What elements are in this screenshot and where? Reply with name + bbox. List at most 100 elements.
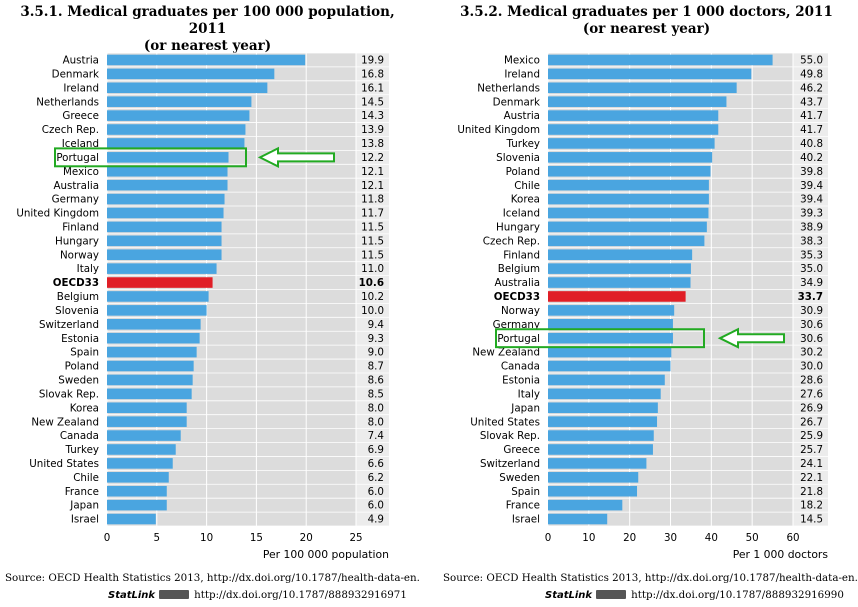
chart-1-bar-9 xyxy=(107,179,228,191)
chart-1-tick-label-2: 10 xyxy=(200,532,213,544)
chart-1-category-label-33: Israel xyxy=(71,514,99,526)
chart-2-bar-14 xyxy=(548,249,693,261)
statlink-url[interactable]: http://dx.doi.org/10.1787/888932916971 xyxy=(194,589,407,601)
chart-1-value-label-7: 12.2 xyxy=(361,152,384,164)
chart-2-category-label-27: Slovak Rep. xyxy=(480,430,540,442)
chart-2-value-label-13: 38.3 xyxy=(800,235,823,247)
chart-2-value-label-26: 26.7 xyxy=(800,416,823,428)
chart-1-title-block: 3.5.1. Medical graduates per 100 000 pop… xyxy=(0,4,415,55)
chart-2-category-label-18: Norway xyxy=(501,305,540,317)
chart-2-bar-21 xyxy=(548,346,672,358)
chart-1-category-label-7: Portugal xyxy=(56,152,99,164)
chart-2-value-label-10: 39.4 xyxy=(800,194,823,206)
chart-1-source: Source: OECD Health Statistics 2013, htt… xyxy=(5,572,420,584)
chart-2-category-label-22: Canada xyxy=(501,361,540,373)
chart-1-tick-label-3: 15 xyxy=(250,532,263,544)
chart-2-category-label-25: Japan xyxy=(510,402,540,414)
chart-2-value-label-14: 35.3 xyxy=(800,249,823,261)
chart-2-statlink[interactable]: StatLink http://dx.doi.org/10.1787/888932… xyxy=(545,589,844,601)
chart-2-value-label-24: 27.6 xyxy=(800,388,823,400)
chart-1-value-label-13: 11.5 xyxy=(361,235,384,247)
chart-1-bar-7 xyxy=(107,152,229,163)
chart-2-category-label-23: Estonia xyxy=(502,375,540,387)
chart-1-category-label-19: Switzerland xyxy=(39,319,99,331)
chart-1-bar-28 xyxy=(107,444,176,455)
chart-1-bar-26 xyxy=(107,416,187,427)
chart-1-highlight-box xyxy=(54,147,247,168)
chart-1-bar-27 xyxy=(107,430,181,441)
chart-2-value-label-7: 40.2 xyxy=(800,152,823,164)
chart-2-category-label-14: Finland xyxy=(503,249,540,261)
chart-2-value-label-16: 34.9 xyxy=(800,277,823,289)
chart-1-bar-32 xyxy=(107,499,167,511)
chart-2-value-label-11: 39.3 xyxy=(800,208,823,220)
chart-1-statlink[interactable]: StatLink http://dx.doi.org/10.1787/888932… xyxy=(108,589,407,601)
chart-2-category-label-11: Iceland xyxy=(503,208,540,220)
chart-1-category-label-17: Belgium xyxy=(57,291,99,303)
chart-1-category-label-0: Austria xyxy=(63,55,99,67)
chart-2-category-label-3: Denmark xyxy=(493,96,540,108)
chart-2-bar-5 xyxy=(548,124,719,135)
chart-1-tick-label-4: 20 xyxy=(300,532,313,544)
chart-2-category-label-28: Greece xyxy=(503,444,540,456)
chart-1-bar-12 xyxy=(107,221,222,233)
chart-1-bar-15 xyxy=(107,263,217,274)
chart-1-svg: Austria 19.9 Denmark 16.8 Ireland 16.1 Netherl… xyxy=(16,52,389,561)
chart-1-value-label-5: 13.9 xyxy=(361,124,384,136)
chart-1-bar-8 xyxy=(107,165,228,177)
chart-2-value-label-21: 30.2 xyxy=(800,347,823,359)
chart-2-bar-30 xyxy=(548,472,639,483)
chart-2-bar-2 xyxy=(548,82,737,94)
chart-1-value-label-0: 19.9 xyxy=(361,55,384,67)
chart-1-bar-11 xyxy=(107,207,224,219)
chart-2-category-label-29: Switzerland xyxy=(480,458,540,470)
chart-2-bar-24 xyxy=(548,388,661,400)
chart-2-category-label-20: Portugal xyxy=(497,333,540,345)
chart-2-bar-18 xyxy=(548,305,675,316)
chart-2-value-label-30: 22.1 xyxy=(800,472,823,484)
chart-2-value-label-17: 33.7 xyxy=(798,291,823,303)
chart-2-category-label-6: Turkey xyxy=(505,138,540,150)
chart-2-category-label-7: Slovenia xyxy=(496,152,540,164)
chart-1-category-label-11: United Kingdom xyxy=(16,208,99,220)
chart-1-category-label-6: Iceland xyxy=(62,138,99,150)
chart-1-value-label-14: 11.5 xyxy=(361,249,384,261)
chart-1-subtitle: (or nearest year) xyxy=(143,38,272,54)
chart-1-value-label-21: 9.0 xyxy=(368,347,384,359)
chart-2-category-label-12: Hungary xyxy=(496,221,540,233)
chart-2-category-label-10: Korea xyxy=(511,194,540,206)
chart-2-value-label-2: 46.2 xyxy=(800,82,823,94)
chart-2-value-label-20: 30.6 xyxy=(800,333,823,345)
chart-2-value-label-4: 41.7 xyxy=(800,110,823,122)
chart-1-value-label-25: 8.0 xyxy=(368,402,384,414)
chart-1-category-label-1: Denmark xyxy=(52,68,99,80)
chart-1-category-label-32: Japan xyxy=(69,500,99,512)
chart-2-bar-6 xyxy=(548,138,715,149)
chart-2-tick-label-2: 20 xyxy=(623,532,636,544)
chart-2-value-label-33: 14.5 xyxy=(800,514,823,526)
chart-2-category-label-9: Chile xyxy=(514,180,540,192)
chart-1-tick-label-1: 5 xyxy=(154,532,161,544)
chart-1-category-label-12: Finland xyxy=(62,221,99,233)
chart-2-bar-22 xyxy=(548,360,671,372)
chart-1-category-label-5: Czech Rep. xyxy=(42,124,99,136)
chart-2-source: Source: OECD Health Statistics 2013, htt… xyxy=(443,572,858,584)
chart-1-category-label-31: France xyxy=(65,486,99,498)
chart-1-bar-22 xyxy=(107,360,194,372)
chart-2-bar-8 xyxy=(548,165,711,177)
chart-1-value-label-2: 16.1 xyxy=(361,82,384,94)
statlink-url[interactable]: http://dx.doi.org/10.1787/888932916990 xyxy=(631,589,844,601)
chart-2-x-axis-label: Per 1 000 doctors xyxy=(733,548,829,561)
chart-1-arrow-icon xyxy=(257,146,335,168)
chart-1-category-label-4: Greece xyxy=(62,110,99,122)
chart-1-bar-10 xyxy=(107,193,225,205)
chart-2-category-label-17: OECD33 xyxy=(494,291,540,303)
chart-2-tick-label-3: 30 xyxy=(664,532,677,544)
chart-2-value-label-8: 39.8 xyxy=(800,166,823,178)
chart-1-bar-13 xyxy=(107,235,222,247)
chart-2-tick-label-0: 0 xyxy=(545,532,552,544)
statlink-label: StatLink xyxy=(108,590,156,601)
chart-1-value-label-22: 8.7 xyxy=(368,361,384,373)
chart-1-bar-14 xyxy=(107,249,222,261)
chart-2-category-label-26: United States xyxy=(470,416,540,428)
